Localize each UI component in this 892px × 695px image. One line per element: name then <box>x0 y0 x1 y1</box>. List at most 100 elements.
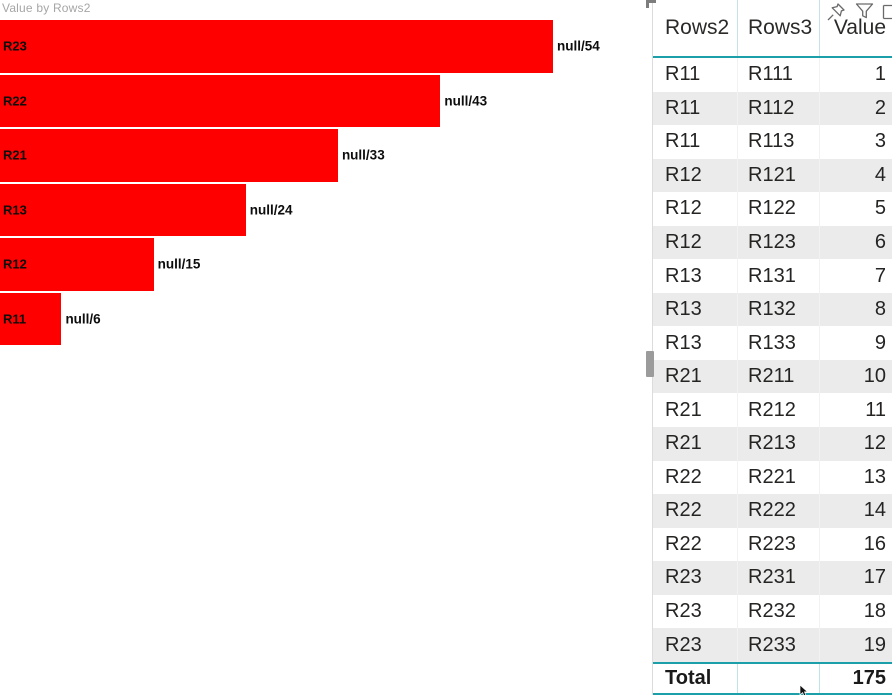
total-label: Total <box>665 666 712 689</box>
table-cell[interactable]: 7 <box>819 259 892 293</box>
table-cell[interactable]: R21 <box>665 432 702 455</box>
table-cell[interactable]: 16 <box>819 527 892 562</box>
table-cell[interactable]: 18 <box>819 594 892 629</box>
table-row[interactable]: R21 R211 10 <box>653 359 892 394</box>
bar-row: R21 null/33 <box>0 129 648 182</box>
partial-square-icon[interactable] <box>882 1 892 22</box>
column-header-value[interactable]: Value <box>819 0 892 56</box>
table-cell[interactable]: R131 <box>737 259 819 293</box>
column-header-rows3[interactable]: Rows3 <box>737 0 819 56</box>
table-row[interactable]: R12 R123 6 <box>653 225 892 260</box>
table-cell[interactable]: 9 <box>819 326 892 360</box>
table-cell[interactable]: 5 <box>819 192 892 226</box>
bar-R21[interactable] <box>0 129 338 182</box>
bar-row: R13 null/24 <box>0 183 648 236</box>
table-cell[interactable]: R223 <box>737 527 819 562</box>
bar-data-label: null/33 <box>341 147 385 163</box>
table-cell[interactable]: R11 <box>665 63 701 86</box>
pin-icon[interactable] <box>824 1 847 23</box>
table-cell[interactable]: R212 <box>737 393 819 428</box>
table-cell[interactable]: 4 <box>819 158 892 193</box>
bar-category-label: R13 <box>3 202 27 218</box>
table-cell[interactable]: 11 <box>819 393 892 428</box>
table-cell[interactable]: R21 <box>665 365 702 388</box>
table-cell[interactable]: R133 <box>737 326 819 360</box>
table-cell[interactable]: R112 <box>737 91 819 126</box>
table-row[interactable]: R11 R112 2 <box>653 91 892 126</box>
table-cell[interactable]: R23 <box>665 566 702 589</box>
bar-chart-visual: Value by Rows2 R23 null/54 R22 null/43 R21 nu… <box>0 0 648 365</box>
table-cell[interactable]: 17 <box>819 561 892 595</box>
table-cell[interactable]: R23 <box>665 600 702 623</box>
table-row[interactable]: R21 R213 12 <box>653 427 892 461</box>
table-row[interactable]: R23 R232 18 <box>653 594 892 629</box>
table-row[interactable]: R13 R133 9 <box>653 326 892 360</box>
table-body: R11 R111 1 R11 R112 2 R11 R113 3 R12 R121 4 R12 R122 5… <box>653 58 892 662</box>
resize-handle-left[interactable] <box>646 351 654 377</box>
table-row[interactable]: R12 R122 5 <box>653 192 892 226</box>
table-cell[interactable]: 14 <box>819 494 892 528</box>
table-row[interactable]: R11 R113 3 <box>653 125 892 159</box>
table-cell[interactable]: 13 <box>819 460 892 495</box>
table-row[interactable]: R21 R212 11 <box>653 393 892 428</box>
table-cell[interactable]: R13 <box>665 331 702 354</box>
table-row[interactable]: R13 R131 7 <box>653 259 892 293</box>
table-row[interactable]: R22 R223 16 <box>653 527 892 562</box>
table-cell[interactable]: 6 <box>819 225 892 260</box>
table-cell[interactable]: R22 <box>665 465 702 488</box>
table-cell[interactable]: R213 <box>737 427 819 461</box>
bar-R12[interactable] <box>0 238 154 291</box>
table-cell[interactable]: R12 <box>665 163 702 186</box>
table-row[interactable]: R12 R121 4 <box>653 158 892 193</box>
table-cell[interactable]: R232 <box>737 594 819 629</box>
table-cell[interactable]: R122 <box>737 192 819 226</box>
table-cell[interactable]: R233 <box>737 628 819 662</box>
resize-handle-top-left[interactable] <box>646 0 656 8</box>
table-cell[interactable]: R211 <box>737 359 819 394</box>
table-cell[interactable]: R12 <box>665 231 702 253</box>
table-cell[interactable]: R221 <box>737 460 819 495</box>
table-row[interactable]: R11 R111 1 <box>653 58 892 92</box>
table-cell[interactable]: R111 <box>737 58 819 92</box>
bar-category-label: R21 <box>3 147 27 163</box>
table-row[interactable]: R13 R132 8 <box>653 292 892 327</box>
table-row[interactable]: R23 R231 17 <box>653 561 892 595</box>
bar-R23[interactable] <box>0 20 553 73</box>
table-cell[interactable]: 2 <box>819 91 892 126</box>
bar-data-label: null/24 <box>249 202 293 218</box>
bar-R11[interactable] <box>0 292 62 345</box>
table-cell[interactable]: R123 <box>737 225 819 260</box>
table-cell[interactable]: R12 <box>665 197 702 220</box>
table-cell[interactable]: 1 <box>819 58 892 92</box>
bar-row: R12 null/15 <box>0 238 648 291</box>
table-cell[interactable]: R11 <box>665 96 701 119</box>
table-cell[interactable]: R113 <box>737 125 819 159</box>
table-cell[interactable]: R231 <box>737 561 819 595</box>
bar-R22[interactable] <box>0 74 441 127</box>
table-cell[interactable]: R22 <box>665 499 702 522</box>
table-row[interactable]: R22 R221 13 <box>653 460 892 495</box>
table-cell[interactable]: R22 <box>665 532 702 555</box>
bar-R13[interactable] <box>0 183 246 236</box>
table-cell[interactable]: R11 <box>665 130 701 153</box>
column-header-rows2[interactable]: Rows2 <box>665 16 730 39</box>
table-cell[interactable]: R13 <box>665 264 702 287</box>
table-cell[interactable]: 12 <box>819 427 892 461</box>
table-row[interactable]: R22 R222 14 <box>653 494 892 528</box>
table-cell[interactable]: 10 <box>819 359 892 394</box>
mouse-cursor <box>799 685 809 695</box>
table-row[interactable]: R23 R233 19 <box>653 628 892 662</box>
table-cell[interactable]: R23 <box>665 633 702 656</box>
table-cell[interactable]: R121 <box>737 158 819 193</box>
bar-category-label: R12 <box>3 256 27 272</box>
table-cell[interactable]: R13 <box>665 298 702 321</box>
table-cell[interactable]: R132 <box>737 292 819 327</box>
bar-row: R22 null/43 <box>0 74 648 127</box>
table-cell[interactable]: 3 <box>819 125 892 159</box>
table-cell[interactable]: R21 <box>665 398 702 421</box>
table-cell[interactable]: R222 <box>737 494 819 528</box>
visual-header-toolbar <box>824 1 892 23</box>
table-cell[interactable]: 8 <box>819 292 892 327</box>
table-cell[interactable]: 19 <box>819 628 892 662</box>
filter-icon[interactable] <box>854 1 875 21</box>
